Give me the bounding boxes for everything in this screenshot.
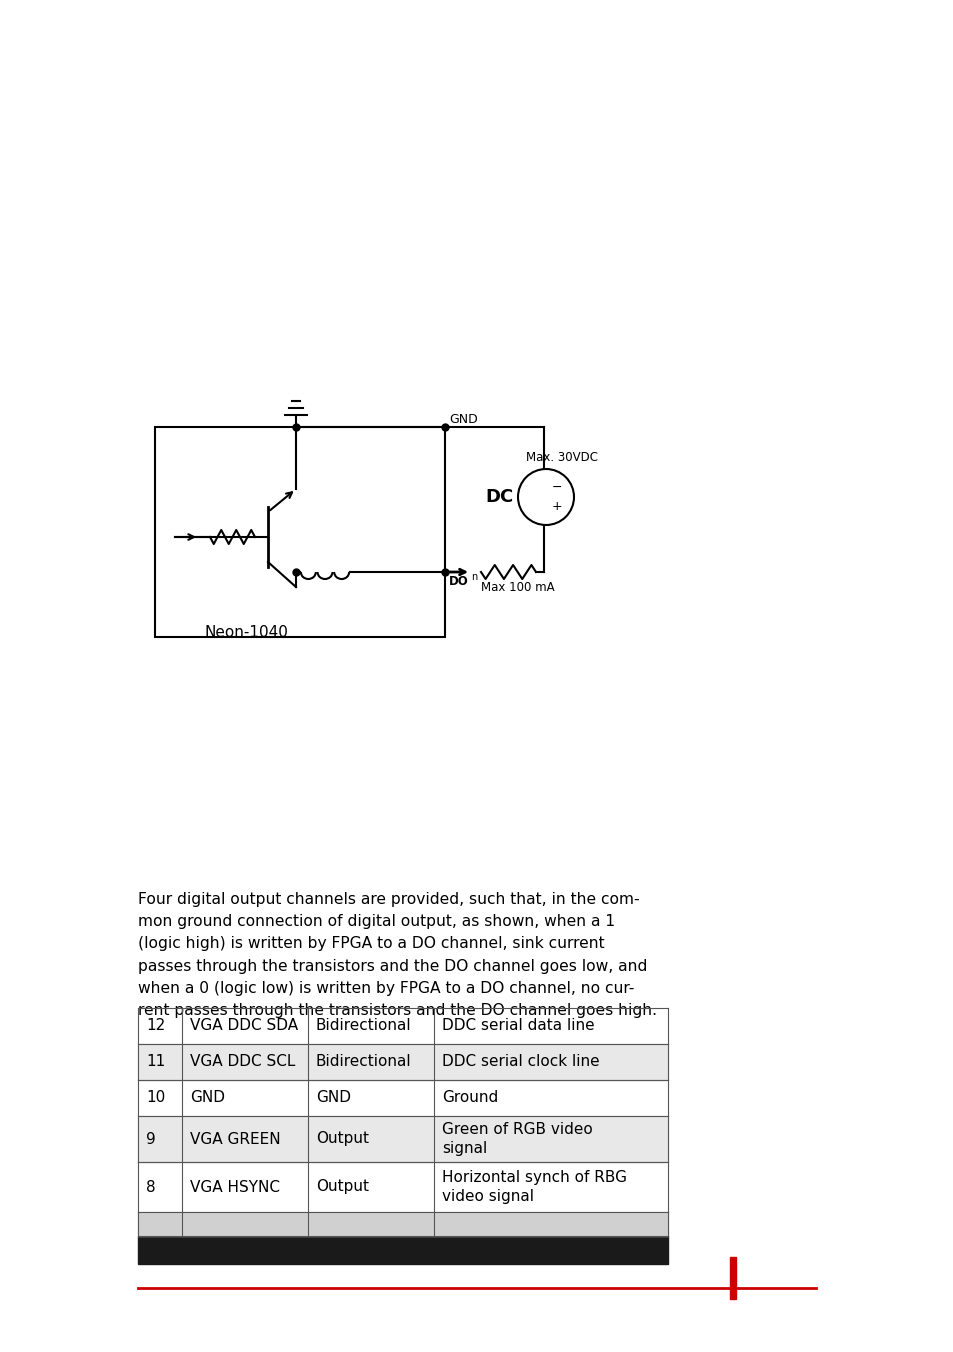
Bar [138, 1009, 667, 1044]
Text: VGA HSYNC: VGA HSYNC [190, 1179, 280, 1195]
Text: n: n [471, 572, 476, 581]
Text: Output: Output [315, 1179, 369, 1195]
Text: GND: GND [449, 412, 477, 426]
Text: Bidirectional: Bidirectional [315, 1055, 411, 1069]
Bar [138, 1236, 667, 1264]
Text: Horizontal synch of RBG
video signal: Horizontal synch of RBG video signal [441, 1169, 626, 1205]
Bar [154, 427, 444, 637]
Text: 8: 8 [146, 1179, 155, 1195]
Text: Output: Output [315, 1132, 369, 1146]
Text: VGA GREEN: VGA GREEN [190, 1132, 280, 1146]
Text: −: − [552, 480, 562, 493]
Text: VGA DDC SDA: VGA DDC SDA [190, 1018, 297, 1033]
Text: 10: 10 [146, 1091, 165, 1106]
Text: VGA DDC SCL: VGA DDC SCL [190, 1055, 295, 1069]
Text: 9: 9 [146, 1132, 155, 1146]
Text: Neon-1040: Neon-1040 [205, 625, 289, 639]
Text: Four digital output channels are provided, such that, in the com-
mon ground con: Four digital output channels are provide… [138, 892, 657, 1018]
Text: Green of RGB video
signal: Green of RGB video signal [441, 1122, 592, 1156]
Text: DC: DC [485, 488, 514, 506]
Text: 11: 11 [146, 1055, 165, 1069]
Bar [138, 1044, 667, 1080]
Text: 12: 12 [146, 1018, 165, 1033]
Text: GND: GND [190, 1091, 225, 1106]
Bar [138, 1080, 667, 1115]
Text: Bidirectional: Bidirectional [315, 1018, 411, 1033]
Bar [138, 1211, 667, 1236]
Bar [138, 1161, 667, 1211]
Text: DDC serial clock line: DDC serial clock line [441, 1055, 599, 1069]
Text: GND: GND [315, 1091, 351, 1106]
Text: Max 100 mA: Max 100 mA [480, 581, 554, 594]
Text: Ground: Ground [441, 1091, 497, 1106]
Bar [729, 1257, 735, 1299]
Text: DO: DO [449, 575, 468, 588]
Text: +: + [552, 500, 562, 514]
Text: Max. 30VDC: Max. 30VDC [525, 452, 598, 464]
Text: DDC serial data line: DDC serial data line [441, 1018, 594, 1033]
Bar [138, 1115, 667, 1161]
